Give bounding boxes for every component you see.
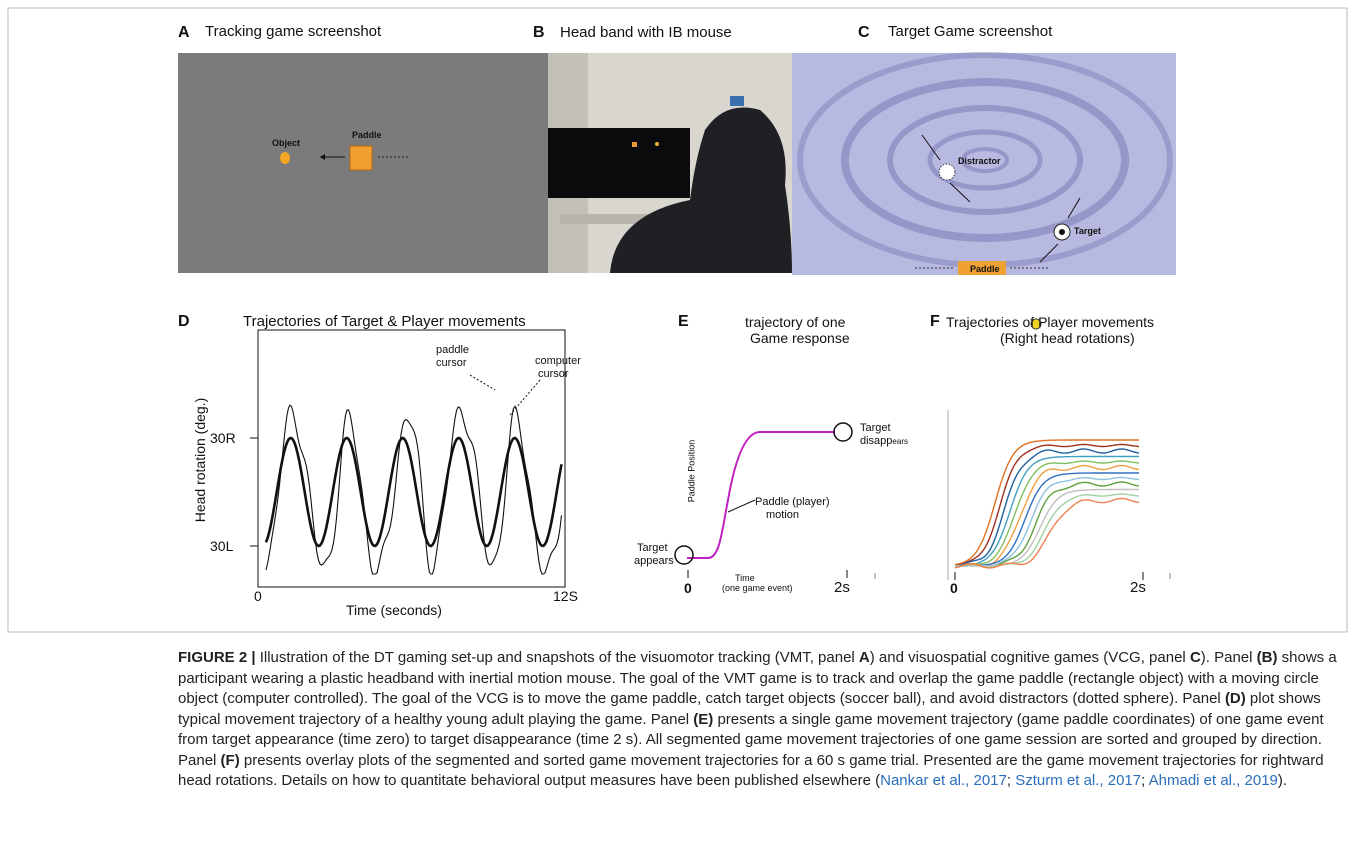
target-disappears-circle [833,422,853,442]
object-dot [280,152,290,164]
trajectory [687,431,835,559]
caption-run[interactable]: Ahmadi et al., 2019 [1148,772,1278,789]
note: Paddle (player) [755,496,830,508]
caption-run: (F) [220,751,240,769]
figure-frame [7,7,1348,633]
caption-run: shows a participant wearing a plastic he… [178,649,1337,707]
note: ears [892,437,908,446]
panel-label: D [178,313,190,330]
note: paddle [436,344,470,356]
caption-run: presents a single game movement trajecto… [178,710,1324,769]
overlay-trajectory [954,448,1140,568]
x-axis-title: Time [735,573,755,583]
target-label: Target [1074,226,1101,236]
distractor-label: Distractor [958,156,1001,166]
note: Target [860,422,891,434]
desk [560,214,650,224]
note-arrow [727,499,756,513]
caption-run: FIGURE 2 | [178,649,256,666]
overlay-trajectory [954,443,1140,567]
x-label: 12S [553,588,578,604]
paddle-label: Paddle [970,264,1000,274]
x-axis-title: Time (seconds) [346,602,442,618]
caption-run: C [1189,649,1201,666]
note: appears [634,555,674,567]
panel-label: C [858,24,870,41]
caption-run: ). [1277,772,1288,789]
caption-run[interactable]: Szturm et al., 2017 [1015,772,1142,789]
note-arrow [469,374,496,391]
overlay-trajectory [954,497,1140,569]
x-label: 0 [950,580,958,596]
caption-run: Illustration of the DT gaming set-up and… [255,649,859,666]
soccer-ball-patch [1059,229,1065,235]
monitor-dot [655,142,659,146]
monitor-paddle [632,142,637,147]
y-label: 30L [210,538,234,554]
x-label: 2s [1130,579,1146,596]
paddle-label: Paddle [352,130,382,140]
panel-title: trajectory of one [745,314,846,330]
panel-title: Target Game screenshot [888,23,1053,40]
overlay-trajectory [954,460,1140,568]
plot-frame [257,329,566,588]
head-mouse [730,96,744,106]
caption-run: (D) [1224,690,1246,707]
object-label: Object [272,138,301,148]
arrow-head [320,154,325,160]
caption-run: A [858,649,870,666]
paddle-box [349,145,373,171]
panel-title: Head band with IB mouse [560,24,732,41]
note: cursor [538,368,569,380]
panel-label: B [533,24,545,41]
panel-label: E [678,313,689,330]
note: motion [766,509,800,521]
panel-title: Game response [750,330,850,346]
x-label: 0 [254,588,262,604]
y-axis-title: Paddle Position [686,439,697,503]
caption-run: ). Panel [1200,649,1257,666]
overlay-trajectory [954,439,1139,566]
caption-run[interactable]: Nankar et al., 2017 [880,772,1007,789]
panel-title: Trajectories of Target & Player movement… [243,313,526,330]
note: disapp [860,435,893,447]
panel-label: F [930,313,940,330]
cursor-dot [1030,318,1042,330]
caption-run: presents overlay plots of the segmented … [178,751,1324,790]
target-appears-circle [674,545,694,565]
note: cursor [436,357,467,369]
panel-label: A [178,24,190,41]
note-arrow [509,379,541,416]
y-axis-title: Head rotation (deg.) [192,397,208,523]
panel-title: Trajectories of Player movements [946,314,1154,330]
caption-run: plot shows typical movement trajectory o… [178,690,1321,728]
distractor-sphere [938,163,956,181]
panel-title: Tracking game screenshot [205,23,382,40]
panel-title: (Right head rotations) [1000,330,1135,346]
overlay-trajectory [954,493,1140,568]
caption-run: ; [1006,772,1016,789]
note: computer [535,355,581,367]
overlay-trajectory [954,455,1139,567]
x-axis-title: (one game event) [722,583,793,593]
caption-run: ; [1141,772,1149,789]
caption-run: ) and visuospatial cognitive games (VCG,… [869,649,1190,666]
x-label: 0 [684,580,692,596]
overlay-trajectory [954,476,1140,568]
y-label: 30R [210,430,236,446]
monitor [548,128,690,198]
paddle-box [958,261,1006,275]
caption-run: (E) [693,710,714,728]
overlay-trajectory [955,472,1139,567]
caption: FIGURE 2 | Illustration of the DT gaming… [178,648,1343,792]
player-trajectory [265,404,563,575]
person [610,107,792,273]
arrows-c [921,134,1081,263]
overlay-trajectory [955,488,1139,567]
x-label: 2s [834,579,850,596]
note: Target [637,542,668,554]
caption-run: (B) [1256,649,1278,666]
